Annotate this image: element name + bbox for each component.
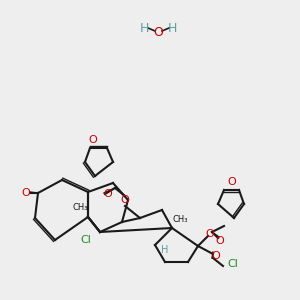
Text: O: O (121, 195, 129, 205)
Text: O: O (228, 177, 236, 187)
Text: O: O (212, 251, 220, 261)
Text: O: O (153, 26, 163, 38)
Text: CH₃: CH₃ (72, 202, 88, 211)
Text: Cl: Cl (228, 259, 238, 269)
Text: O: O (22, 188, 30, 198)
Text: CH₃: CH₃ (172, 215, 188, 224)
Text: Cl: Cl (81, 235, 92, 245)
Text: O: O (206, 229, 214, 239)
Text: H: H (139, 22, 149, 34)
Text: O: O (88, 135, 98, 145)
Text: H: H (167, 22, 177, 34)
Text: O: O (216, 236, 224, 246)
Text: O: O (103, 189, 112, 199)
Text: H: H (161, 245, 169, 255)
